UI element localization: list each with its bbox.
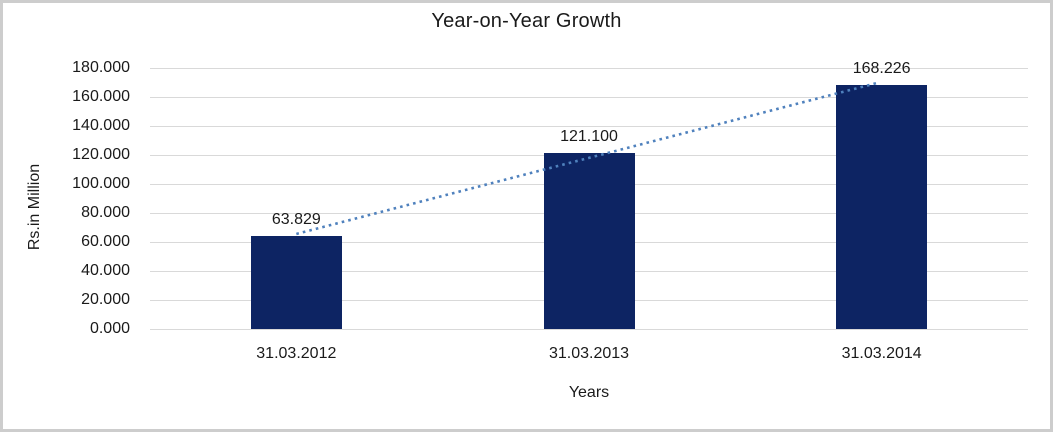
y-tick-label: 20.000 bbox=[81, 291, 130, 308]
y-tick-label: 0.000 bbox=[89, 320, 130, 337]
y-tick-label: 100.000 bbox=[72, 175, 130, 192]
bar-data-label: 168.226 bbox=[852, 60, 911, 78]
y-tick-label: 80.000 bbox=[81, 204, 130, 221]
gridline bbox=[150, 328, 1028, 330]
bar bbox=[836, 85, 928, 329]
y-tick-label: 180.000 bbox=[72, 59, 130, 76]
x-tick-label: 31.03.2012 bbox=[256, 345, 337, 362]
y-tick-label: 60.000 bbox=[81, 233, 130, 250]
bar bbox=[543, 153, 635, 329]
y-tick-label: 120.000 bbox=[72, 146, 130, 163]
bar-data-label: 63.829 bbox=[271, 211, 321, 229]
bar-data-label: 121.100 bbox=[560, 128, 618, 146]
y-tick-label: 160.000 bbox=[72, 88, 130, 105]
chart-title: Year-on-Year Growth bbox=[431, 10, 622, 32]
y-tick-label: 40.000 bbox=[81, 262, 130, 279]
bar bbox=[250, 236, 342, 329]
x-tick-label: 31.03.2014 bbox=[841, 345, 922, 362]
y-tick-label: 140.000 bbox=[72, 117, 130, 134]
x-axis-title: Years bbox=[568, 384, 610, 401]
gridline bbox=[150, 67, 1028, 69]
x-tick-label: 31.03.2013 bbox=[548, 345, 630, 362]
